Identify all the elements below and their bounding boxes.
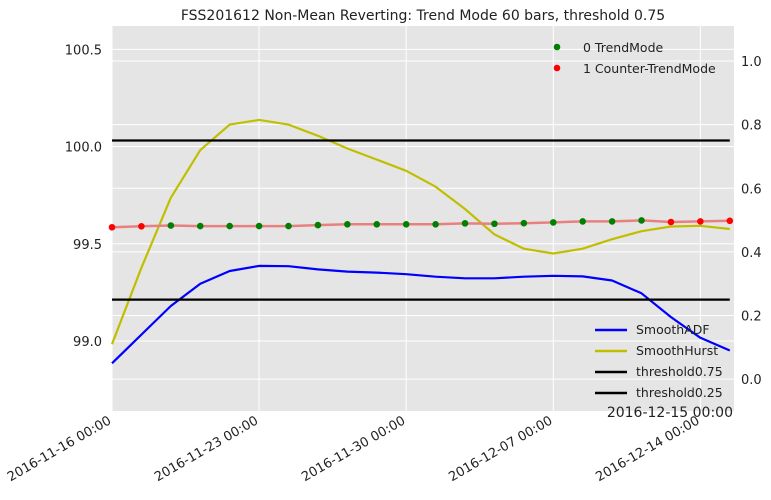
series-line-smoothadf [111, 264, 731, 365]
y-right-tick-label: 0.8 [741, 119, 762, 134]
y-right-tick-label: 0.2 [741, 310, 762, 325]
series-layer [110, 118, 731, 365]
trend-mode-point [432, 221, 439, 228]
trend-mode-point [491, 220, 498, 228]
y-left-axis: 99.0 99.5 100.0 100.5 [65, 43, 102, 350]
counter-trend-mode-point [726, 217, 734, 225]
legend-series: SmoothADF SmoothHurst threshold0.75 thresho… [595, 322, 723, 400]
y-right-tick-label: 1.0 [741, 55, 762, 70]
counter-trend-mode-point [108, 223, 116, 231]
legend-label: 0 TrendMode [583, 40, 664, 55]
grid [111, 26, 734, 411]
corner-timestamp: 2016-12-15 00:00 [607, 405, 733, 421]
points-layer [108, 217, 734, 231]
counter-trend-mode-point [667, 218, 675, 226]
trend-mode-point [520, 219, 528, 227]
trend-mode-point [549, 219, 557, 226]
legend-label: SmoothHurst [636, 343, 718, 358]
x-tick-label: 2016-12-07 00:00 [446, 413, 555, 485]
trend-mode-point [285, 222, 292, 230]
y-left-tick-label: 100.0 [65, 141, 102, 156]
trend-mode-point [461, 220, 469, 227]
trend-mode-point [314, 221, 322, 229]
y-left-tick-label: 100.5 [65, 43, 102, 58]
legend-label: threshold0.25 [636, 385, 723, 400]
trend-mode-point [638, 217, 645, 224]
trend-mode-point [344, 221, 351, 228]
legend-marker [553, 43, 561, 51]
trend-mode-point [255, 222, 263, 230]
trend-mode-point [579, 218, 587, 225]
x-tick-label: 2016-11-30 00:00 [299, 413, 408, 485]
price-line [111, 219, 730, 229]
legend-label: threshold0.75 [636, 364, 723, 379]
trend-mode-point [608, 218, 616, 225]
y-right-tick-label: 0.6 [741, 182, 762, 197]
y-left-tick-label: 99.5 [73, 238, 102, 253]
chart-title: FSS201612 Non-Mean Reverting: Trend Mode… [181, 8, 665, 24]
trend-mode-point [167, 222, 175, 229]
x-axis: 2016-11-16 00:00 2016-11-23 00:00 2016-11-… [5, 413, 702, 485]
x-tick-label: 2016-11-16 00:00 [5, 413, 114, 485]
trend-mode-point [402, 221, 410, 228]
legend-marker [553, 64, 561, 72]
y-left-tick-label: 99.0 [73, 335, 102, 350]
x-tick-label: 2016-11-23 00:00 [152, 413, 261, 485]
counter-trend-mode-point [138, 222, 145, 230]
counter-trend-mode-point [697, 218, 704, 225]
legend-label: SmoothADF [636, 322, 710, 337]
plot-background [112, 26, 734, 411]
legend-label: 1 Counter-TrendMode [583, 61, 716, 76]
x-tick-label: 2016-12-14 00:00 [593, 413, 702, 485]
legend-modes: 0 TrendMode 1 Counter-TrendMode [553, 40, 716, 76]
y-right-axis: 0.0 0.2 0.4 0.6 0.8 1.0 [741, 55, 762, 388]
y-right-tick-label: 0.0 [741, 373, 762, 388]
series-line-smoothhurst [110, 118, 730, 345]
trend-mode-point [226, 222, 233, 230]
trend-mode-point [196, 222, 204, 230]
y-right-tick-label: 0.4 [741, 246, 762, 261]
trend-mode-point [373, 221, 381, 228]
